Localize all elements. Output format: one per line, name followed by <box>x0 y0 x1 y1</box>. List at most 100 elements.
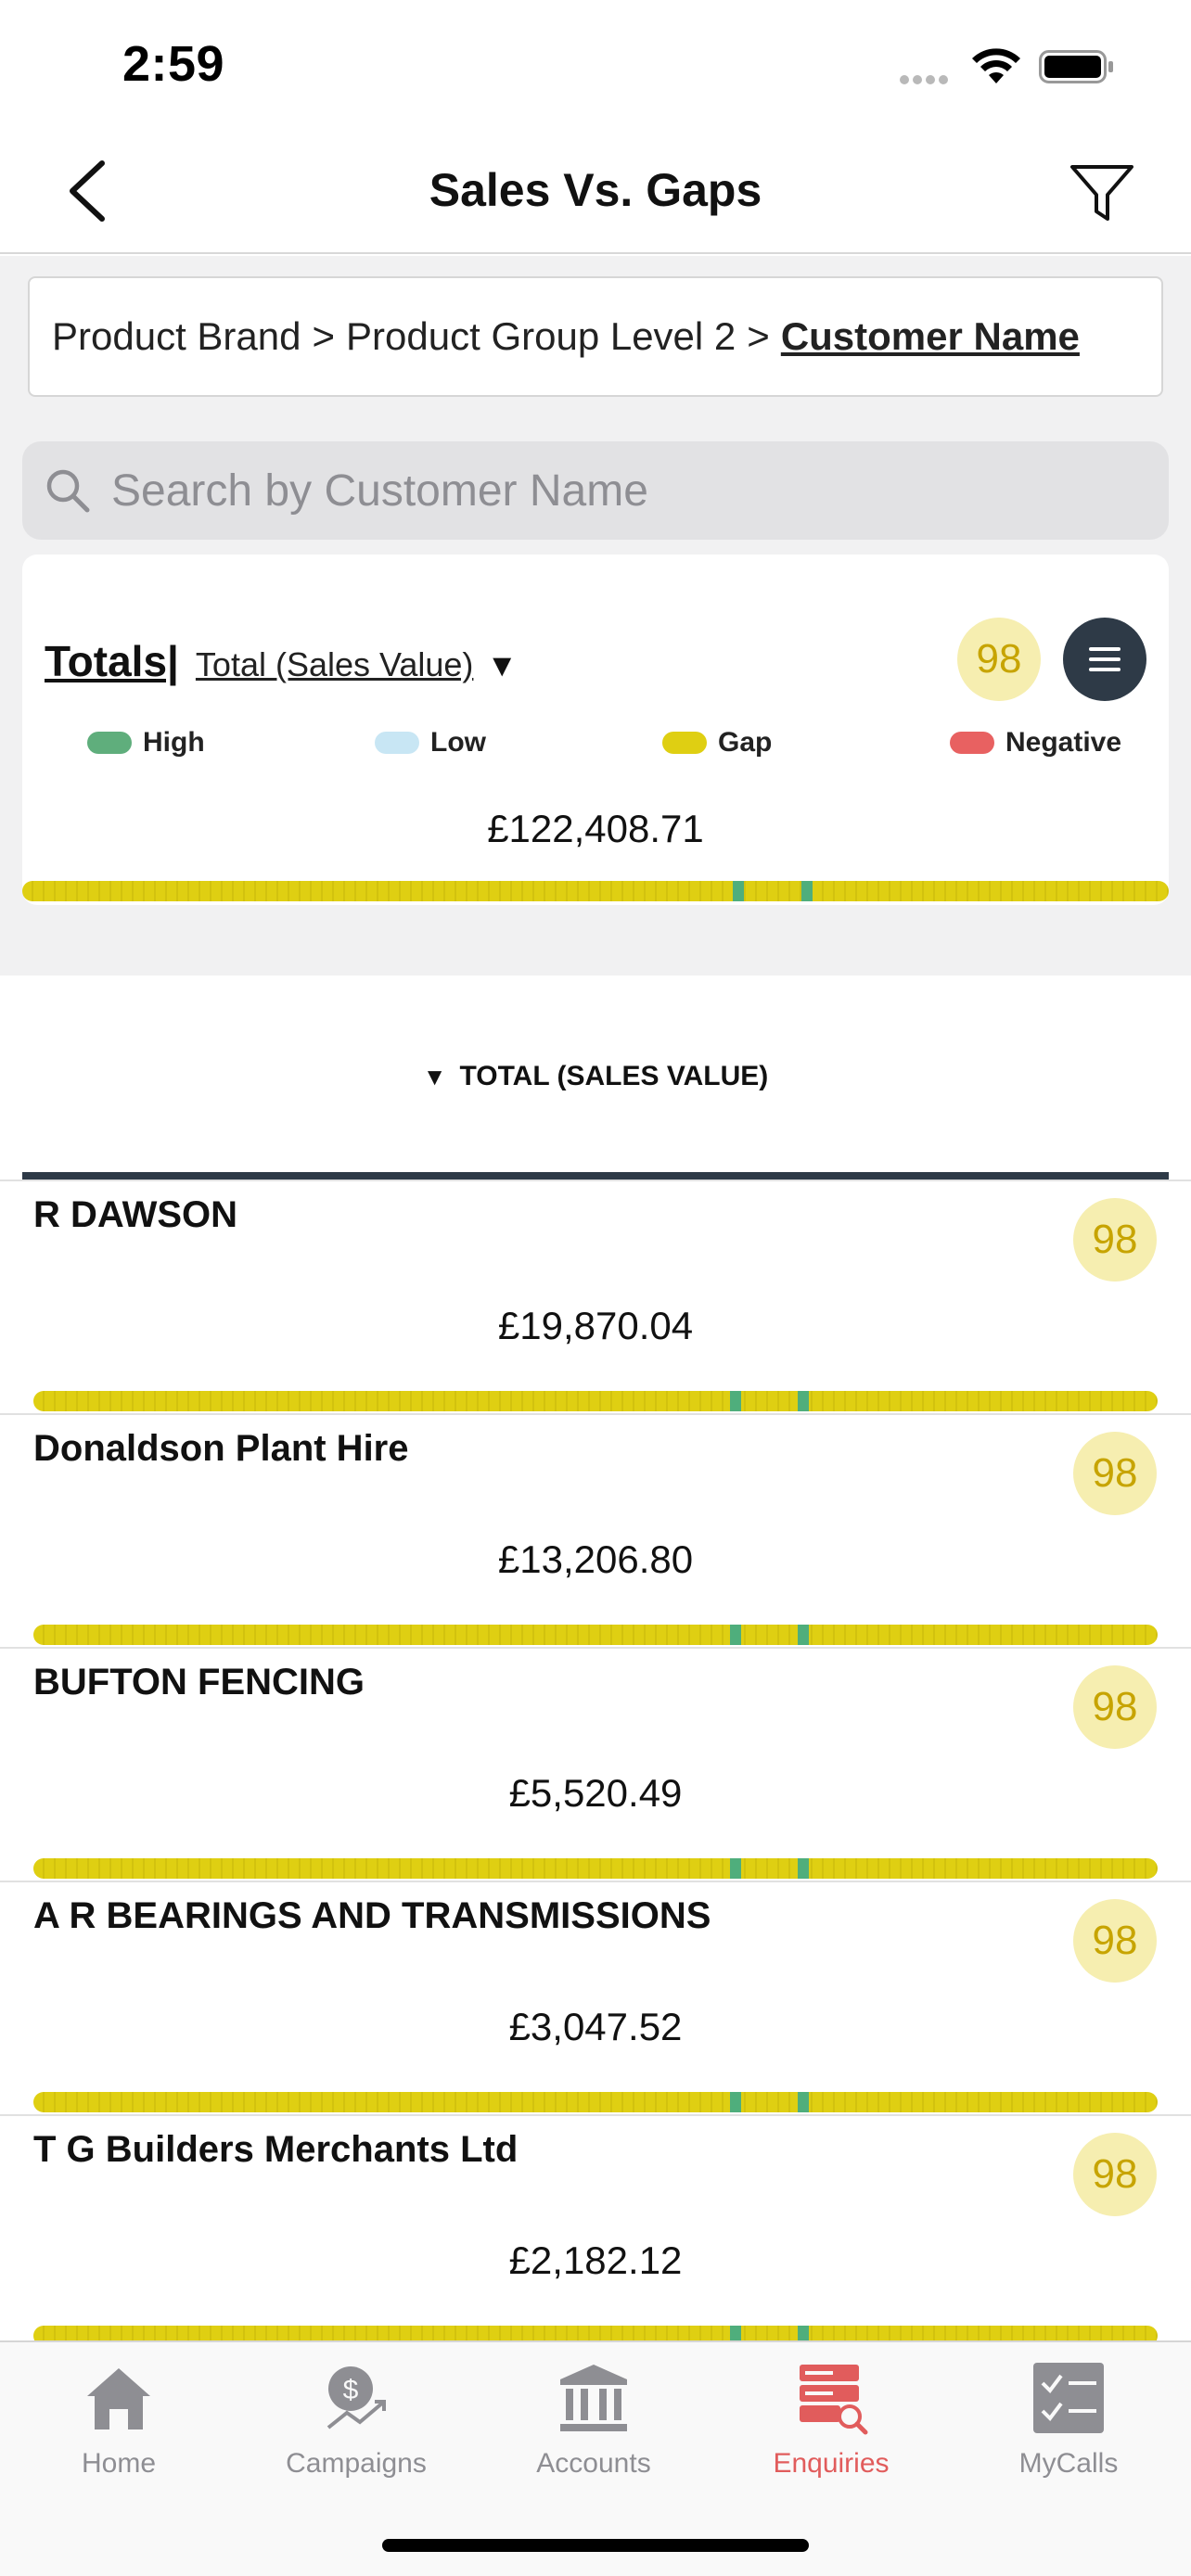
customer-sales-value: £19,870.04 <box>497 1304 694 1347</box>
customer-sales-value: £13,206.80 <box>497 1537 694 1581</box>
sort-header[interactable]: ▼ TOTAL (SALES VALUE) <box>0 1061 1191 1092</box>
list-item[interactable]: A R BEARINGS AND TRANSMISSIONS 98 £3,047… <box>0 1881 1191 2114</box>
bar-marker <box>730 2092 742 2112</box>
bar-marker <box>798 1391 810 1411</box>
bar-marker <box>801 881 813 901</box>
legend: High Low Gap Negative <box>65 727 1141 764</box>
bar-marker <box>798 1858 810 1879</box>
checklist-icon <box>1033 2363 1104 2433</box>
totals-sales-gap-bar <box>22 881 1169 901</box>
tab-label: Enquiries <box>773 2448 890 2479</box>
tab-accounts[interactable]: Accounts <box>475 2361 712 2491</box>
breadcrumb-separator: > <box>747 314 770 358</box>
legend-label: Negative <box>1005 727 1122 758</box>
legend-swatch <box>662 732 707 754</box>
tab-mycalls[interactable]: MyCalls <box>950 2361 1187 2491</box>
score-badge: 98 <box>1073 1665 1157 1749</box>
tab-bar: Home $ Campaigns Accounts <box>0 2340 1191 2576</box>
search-input[interactable] <box>111 465 1132 516</box>
bar-marker <box>730 1625 742 1645</box>
enquiries-icon <box>800 2365 868 2435</box>
tab-home[interactable]: Home <box>0 2361 237 2491</box>
bar-marker <box>798 1625 810 1645</box>
metric-selector[interactable]: Total (Sales Value) <box>195 645 474 683</box>
menu-button[interactable] <box>1063 618 1146 701</box>
tab-campaigns[interactable]: $ Campaigns <box>237 2361 475 2491</box>
bar-marker <box>733 881 745 901</box>
nav-bar: Sales Vs. Gaps <box>0 130 1191 254</box>
tab-label: Home <box>81 2448 157 2479</box>
breadcrumb-item-customer-name[interactable]: Customer Name <box>780 314 1080 358</box>
breadcrumb-separator: > <box>312 314 336 358</box>
score-badge: 98 <box>1073 2133 1157 2216</box>
bar-marker <box>730 1858 742 1879</box>
breadcrumb: Product Brand > Product Group Level 2 > … <box>28 276 1163 397</box>
breadcrumb-item-product-group[interactable]: Product Group Level 2 <box>346 314 736 358</box>
hamburger-icon <box>1089 647 1121 671</box>
customer-sales-value: £3,047.52 <box>508 2005 683 2048</box>
filter-icon[interactable] <box>1067 154 1137 228</box>
campaigns-icon: $ <box>327 2366 386 2429</box>
customer-name: R DAWSON <box>33 1194 237 1235</box>
caret-down-icon[interactable]: ▼ <box>486 648 519 683</box>
score-badge: 98 <box>957 618 1041 701</box>
legend-swatch <box>375 732 419 754</box>
customer-name: Donaldson Plant Hire <box>33 1428 409 1469</box>
legend-label: High <box>143 727 205 758</box>
totals-value: £122,408.71 <box>487 807 704 850</box>
legend-swatch <box>950 732 994 754</box>
customer-name: BUFTON FENCING <box>33 1662 365 1702</box>
home-icon <box>87 2368 150 2429</box>
legend-item-negative: Negative <box>950 727 1121 759</box>
signal-icon <box>900 72 952 89</box>
customer-sales-value: £2,182.12 <box>508 2238 683 2282</box>
customer-list: ▼ TOTAL (SALES VALUE) R DAWSON 98 £19,870… <box>0 976 1191 2340</box>
score-badge: 98 <box>1073 1899 1157 1983</box>
bar-marker <box>798 2326 810 2340</box>
score-badge: 98 <box>1073 1198 1157 1282</box>
chevron-left-icon[interactable] <box>58 154 122 228</box>
wifi-icon <box>972 48 1020 83</box>
tab-label: MyCalls <box>1018 2448 1119 2479</box>
score-badge: 98 <box>1073 1432 1157 1515</box>
list-item[interactable]: T G Builders Merchants Ltd 98 £2,182.12 <box>0 2114 1191 2340</box>
list-divider <box>22 1172 1169 1180</box>
svg-text:$: $ <box>343 2375 359 2405</box>
summary-area: Product Brand > Product Group Level 2 > … <box>0 256 1191 976</box>
customer-sales-value: £5,520.49 <box>508 1771 683 1815</box>
legend-label: Gap <box>718 727 773 758</box>
list-item[interactable]: Donaldson Plant Hire 98 £13,206.80 <box>0 1413 1191 1647</box>
legend-swatch <box>87 732 132 754</box>
battery-icon <box>1039 50 1113 83</box>
search-bar <box>22 441 1169 540</box>
status-bar: 2:59 <box>0 0 1191 130</box>
sales-gap-bar <box>33 2092 1158 2112</box>
legend-item-low: Low <box>375 727 486 759</box>
legend-label: Low <box>430 727 486 758</box>
sales-gap-bar <box>33 1391 1158 1411</box>
bar-marker <box>798 2092 810 2112</box>
totals-label: Totals| <box>45 637 179 685</box>
legend-item-gap: Gap <box>662 727 772 759</box>
caret-down-icon: ▼ <box>422 1063 447 1090</box>
search-icon <box>46 469 90 513</box>
legend-item-high: High <box>87 727 205 759</box>
bar-marker <box>730 1391 742 1411</box>
sales-gap-bar <box>33 2326 1158 2340</box>
sales-gap-bar <box>33 1625 1158 1645</box>
bank-icon <box>560 2365 627 2431</box>
tab-label: Accounts <box>536 2448 651 2479</box>
tab-label: Campaigns <box>286 2448 427 2479</box>
sales-gap-bar <box>33 1858 1158 1879</box>
totals-header: Totals| Total (Sales Value) ▼ <box>45 636 518 686</box>
customer-name: T G Builders Merchants Ltd <box>33 2129 519 2170</box>
status-time: 2:59 <box>122 36 225 92</box>
sort-label: TOTAL (SALES VALUE) <box>459 1061 769 1091</box>
breadcrumb-item-product-brand[interactable]: Product Brand <box>52 314 301 358</box>
home-indicator <box>382 2539 809 2552</box>
page-title: Sales Vs. Gaps <box>429 164 762 216</box>
list-item[interactable]: R DAWSON 98 £19,870.04 <box>0 1180 1191 1413</box>
totals-card: Totals| Total (Sales Value) ▼ 98 High Lo… <box>22 555 1169 905</box>
tab-enquiries[interactable]: Enquiries <box>712 2361 950 2491</box>
list-item[interactable]: BUFTON FENCING 98 £5,520.49 <box>0 1647 1191 1881</box>
